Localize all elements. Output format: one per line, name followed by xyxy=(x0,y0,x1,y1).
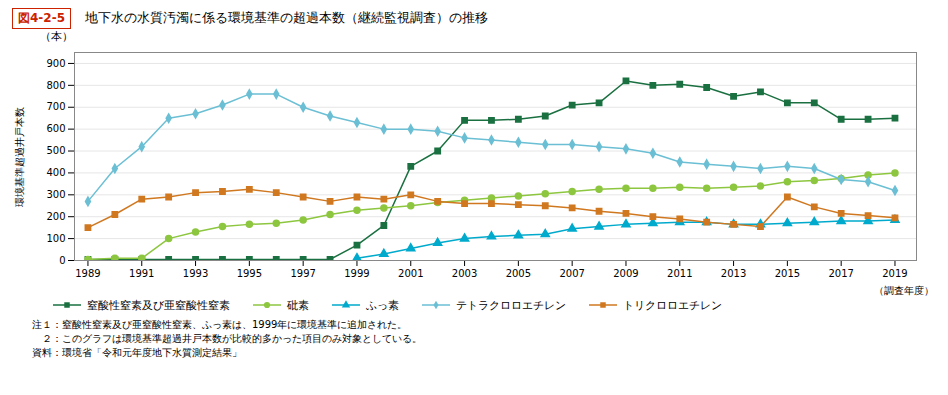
svg-text:400: 400 xyxy=(46,167,65,178)
svg-text:700: 700 xyxy=(46,101,65,112)
svg-text:1997: 1997 xyxy=(290,268,315,279)
html-text:砒素: 砒素 xyxy=(287,298,309,312)
html-text:注１：窒酸性窒素及び亜窒酸性窒素、ふっ素は、1999年に環境: 注１：窒酸性窒素及び亜窒酸性窒素、ふっ素は、1999年に環境基準に追加された。 xyxy=(32,319,408,330)
svg-text:500: 500 xyxy=(46,145,65,156)
svg-text:800: 800 xyxy=(46,80,65,91)
svg-text:600: 600 xyxy=(46,123,65,134)
svg-text:2005: 2005 xyxy=(506,268,531,279)
svg-text:1991: 1991 xyxy=(129,268,154,279)
html-text:図4-2-5: 図4-2-5 xyxy=(18,10,65,25)
svg-text:1989: 1989 xyxy=(75,268,100,279)
html-text:資料：環境省「令和元年度地下水質測定結果」: 資料：環境省「令和元年度地下水質測定結果」 xyxy=(32,347,242,358)
svg-text:2015: 2015 xyxy=(775,268,800,279)
svg-text:300: 300 xyxy=(46,189,65,200)
html-text:テトラクロロエチレン: テトラクロロエチレン xyxy=(456,298,566,312)
svg-text:2019: 2019 xyxy=(882,268,907,279)
svg-text:2007: 2007 xyxy=(559,268,584,279)
svg-text:2013: 2013 xyxy=(721,268,746,279)
html-text:ふっ素: ふっ素 xyxy=(366,298,399,312)
svg-text:2011: 2011 xyxy=(667,268,692,279)
svg-text:2017: 2017 xyxy=(828,268,853,279)
html-text:（本）: （本） xyxy=(40,30,73,43)
svg-text:2003: 2003 xyxy=(452,268,477,279)
svg-text:100: 100 xyxy=(46,233,65,244)
svg-text:1993: 1993 xyxy=(183,268,208,279)
svg-text:200: 200 xyxy=(46,211,65,222)
svg-text:1999: 1999 xyxy=(344,268,369,279)
html-text:２：このグラフは環境基準超過井戸本数が比較的多かった項目のみ: ２：このグラフは環境基準超過井戸本数が比較的多かった項目のみ対象としている。 xyxy=(32,333,422,344)
svg-text:（調査年度）: （調査年度） xyxy=(874,285,934,296)
html-text:窒酸性窒素及び亜窒酸性窒素: 窒酸性窒素及び亜窒酸性窒素 xyxy=(87,298,230,312)
svg-text:2009: 2009 xyxy=(613,268,638,279)
svg-text:2001: 2001 xyxy=(398,268,423,279)
svg-text:900: 900 xyxy=(46,58,65,69)
svg-text:0: 0 xyxy=(59,255,65,266)
svg-text:1995: 1995 xyxy=(237,268,262,279)
svg-text:環境基準超過井戸本数: 環境基準超過井戸本数 xyxy=(14,107,25,207)
html-text:地下水の水質汚濁に係る環境基準の超過本数（継続監視調査）の推: 地下水の水質汚濁に係る環境基準の超過本数（継続監視調査）の推移 xyxy=(85,10,488,25)
html-text:トリクロロエチレン: トリクロロエチレン xyxy=(623,298,722,312)
